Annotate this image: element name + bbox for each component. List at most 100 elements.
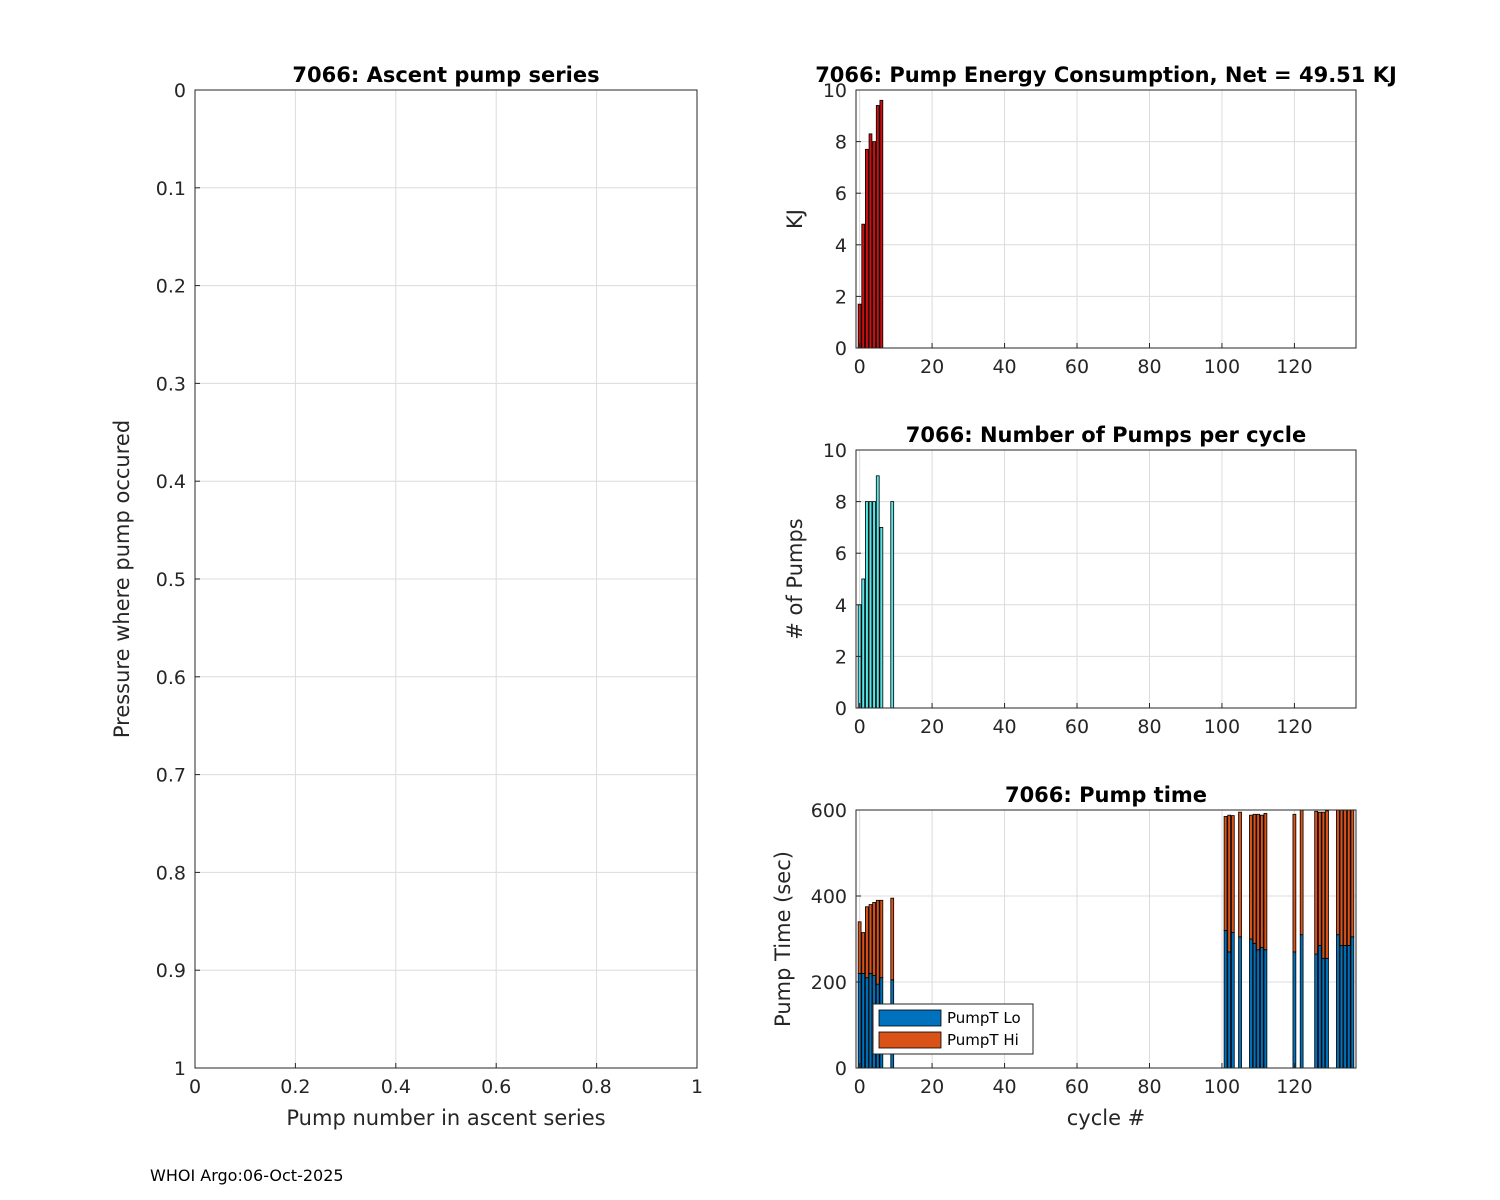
pumps-xtick-label: 80 bbox=[1137, 716, 1161, 738]
pumptime-bar-hi bbox=[865, 906, 869, 979]
pumptime-bar-lo bbox=[865, 977, 869, 1069]
energy-bar bbox=[857, 303, 862, 349]
pumptime-bar-hi bbox=[861, 932, 866, 974]
energy-ytick-label: 2 bbox=[835, 286, 847, 308]
energy-ytick-label: 6 bbox=[835, 183, 847, 205]
pumptime-bar-lo bbox=[857, 973, 862, 1069]
pumps-bar bbox=[875, 475, 880, 709]
pumptime-bar-hi bbox=[1325, 810, 1329, 959]
pumptime-bar-hi bbox=[1346, 809, 1351, 946]
pumptime-bar-hi bbox=[1350, 809, 1355, 938]
pumptime-bar-lo bbox=[1317, 945, 1322, 1069]
pumptime-bar-hi bbox=[1259, 814, 1264, 948]
pumptime-bar-hi bbox=[879, 899, 884, 979]
pumptime-bar-hi bbox=[1314, 810, 1318, 955]
pumps-bar bbox=[865, 501, 869, 709]
pumps-bar bbox=[890, 501, 895, 709]
pumptime-bar-lo bbox=[1230, 932, 1235, 1069]
pumps-bar bbox=[872, 501, 876, 709]
energy-bar bbox=[868, 133, 873, 349]
ascent-xtick-label: 0.6 bbox=[481, 1076, 511, 1098]
pumptime-bar-hi bbox=[1263, 813, 1268, 951]
pumptime-bar-hi bbox=[875, 899, 880, 985]
pumps-xtick-label: 20 bbox=[920, 716, 944, 738]
pumptime-bar-hi bbox=[1223, 816, 1228, 931]
pumps-bar bbox=[868, 501, 873, 709]
pumptime-bar-lo bbox=[1339, 945, 1344, 1069]
pumptime-xlabel: cycle # bbox=[1067, 1106, 1146, 1130]
energy-xtick-label: 40 bbox=[992, 356, 1016, 378]
pumptime-bar-hi bbox=[890, 897, 895, 981]
pumptime-bar-hi bbox=[1256, 813, 1261, 951]
legend-swatch-hi bbox=[878, 1031, 942, 1049]
pumps-ytick-label: 8 bbox=[835, 492, 847, 514]
pumptime-legend: PumpT Lo PumpT Hi bbox=[872, 1003, 1034, 1055]
energy-axes-box bbox=[855, 89, 1357, 349]
pumptime-ytick-label: 200 bbox=[811, 972, 847, 994]
chart-pumps: 0 20 40 60 80 100 120 0 2 4 6 8 10 7066: Number of Pu… bbox=[783, 423, 1357, 738]
ascent-ytick-label: 0.3 bbox=[156, 373, 186, 395]
pumptime-bar-lo bbox=[1252, 942, 1257, 1069]
chart-pumptime: 0 20 40 60 80 100 120 0 200 400 600 7066: Pump time… bbox=[771, 783, 1357, 1130]
pumptime-bar-lo bbox=[1238, 936, 1242, 1069]
ascent-xtick-label: 0.8 bbox=[581, 1076, 611, 1098]
energy-bar bbox=[865, 148, 869, 349]
pumptime-ytick-label: 600 bbox=[811, 800, 847, 822]
energy-ytick-label: 8 bbox=[835, 132, 847, 154]
pumps-title: 7066: Number of Pumps per cycle bbox=[906, 423, 1306, 447]
ascent-xtick-label: 0.4 bbox=[381, 1076, 411, 1098]
energy-bar bbox=[875, 105, 880, 349]
energy-xtick-label: 80 bbox=[1137, 356, 1161, 378]
ascent-ytick-label: 0.9 bbox=[156, 960, 186, 982]
energy-xtick-label: 100 bbox=[1204, 356, 1240, 378]
pumptime-bar-hi bbox=[1292, 813, 1297, 953]
pumptime-bar-lo bbox=[1263, 949, 1268, 1069]
pumptime-xtick-label: 80 bbox=[1137, 1076, 1161, 1098]
pumptime-bar-lo bbox=[1343, 945, 1347, 1069]
energy-xtick-label: 60 bbox=[1065, 356, 1089, 378]
pumptime-bar-hi bbox=[1230, 815, 1235, 933]
pumptime-ytick-label: 0 bbox=[835, 1058, 847, 1080]
ascent-ytick-label: 0.6 bbox=[156, 667, 186, 689]
pumptime-bar-hi bbox=[1339, 809, 1344, 946]
pumptime-xtick-label: 120 bbox=[1276, 1076, 1312, 1098]
ascent-ylabel: Pressure where pump occured bbox=[110, 420, 134, 738]
energy-bar bbox=[879, 99, 884, 349]
pumptime-ytick-label: 400 bbox=[811, 886, 847, 908]
pumps-ytick-label: 10 bbox=[823, 440, 847, 462]
pumps-xtick-label: 60 bbox=[1065, 716, 1089, 738]
ascent-xtick-label: 1 bbox=[691, 1076, 703, 1098]
ascent-ytick-label: 0.1 bbox=[156, 178, 186, 200]
pumptime-bar-lo bbox=[861, 973, 866, 1069]
pumptime-bar-lo bbox=[1292, 951, 1297, 1069]
pumptime-bar-lo bbox=[1350, 936, 1355, 1069]
ascent-xtick-label: 0.2 bbox=[280, 1076, 310, 1098]
energy-xtick-label: 0 bbox=[854, 356, 866, 378]
pumptime-bar-hi bbox=[1336, 809, 1340, 936]
pumps-bar bbox=[861, 578, 866, 709]
pumptime-bar-hi bbox=[1321, 811, 1326, 959]
pumps-xtick-label: 0 bbox=[854, 716, 866, 738]
pumptime-bar-hi bbox=[872, 902, 876, 976]
energy-title: 7066: Pump Energy Consumption, Net = 49.… bbox=[815, 63, 1397, 87]
legend-label-lo: PumpT Lo bbox=[947, 1009, 1021, 1027]
ascent-ytick-label: 1 bbox=[174, 1058, 186, 1080]
energy-ytick-label: 4 bbox=[835, 235, 847, 257]
ascent-ytick-label: 0.4 bbox=[156, 471, 186, 493]
pumptime-bar-hi bbox=[1249, 814, 1253, 940]
pumps-ytick-label: 6 bbox=[835, 543, 847, 565]
energy-xtick-label: 120 bbox=[1276, 356, 1312, 378]
pumptime-bar-hi bbox=[1252, 813, 1257, 944]
pumptime-bar-hi bbox=[1343, 809, 1347, 946]
footer-stamp: WHOI Argo:06-Oct-2025 bbox=[150, 1166, 344, 1185]
pumptime-bar-lo bbox=[1299, 934, 1304, 1069]
ascent-title: 7066: Ascent pump series bbox=[292, 63, 599, 87]
pumptime-bar-lo bbox=[1256, 949, 1261, 1069]
pumps-ytick-label: 4 bbox=[835, 595, 847, 617]
energy-ytick-label: 0 bbox=[835, 338, 847, 360]
pumps-axes-box bbox=[855, 449, 1357, 709]
pumptime-bar-lo bbox=[1227, 951, 1232, 1069]
pumptime-bar-lo bbox=[1249, 938, 1253, 1069]
legend-swatch-lo bbox=[878, 1009, 942, 1027]
